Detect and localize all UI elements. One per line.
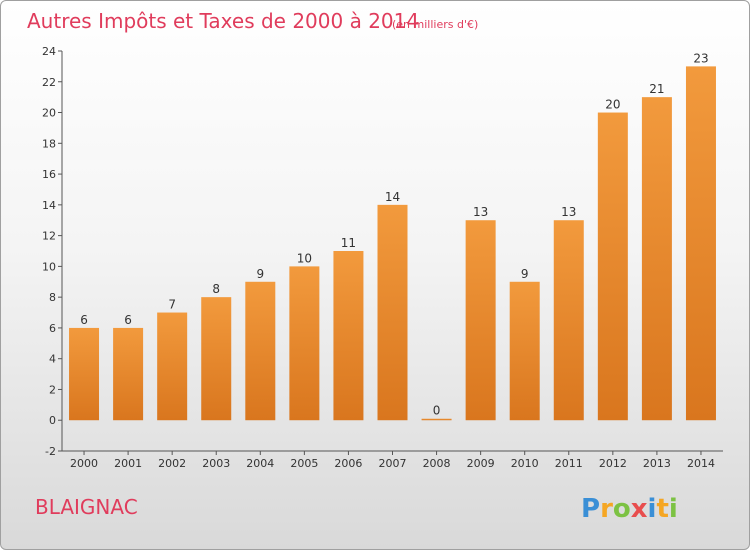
y-tick-label: 24 [42, 45, 56, 58]
x-tick-label-2014: 2014 [687, 457, 715, 470]
bar-2011 [553, 220, 584, 421]
x-tick-label-2013: 2013 [643, 457, 671, 470]
y-tick-label: 6 [49, 322, 56, 335]
y-tick-label: 16 [42, 168, 56, 181]
value-label-2010: 9 [521, 267, 529, 281]
bar-2009 [465, 220, 496, 421]
bar-2005 [289, 266, 320, 421]
commune-name: BLAIGNAC [35, 495, 138, 519]
y-tick-label: -2 [45, 445, 56, 458]
x-tick-label-2008: 2008 [423, 457, 451, 470]
x-tick-label-2012: 2012 [599, 457, 627, 470]
bar-2006 [333, 251, 364, 421]
logo-letter: x [631, 494, 648, 524]
chart-subtitle: (en milliers d'€) [392, 18, 478, 31]
logo-letter: o [613, 494, 631, 524]
y-tick-label: 12 [42, 230, 56, 243]
y-tick-label: 20 [42, 107, 56, 120]
value-label-2001: 6 [124, 313, 132, 327]
x-tick-label-2010: 2010 [511, 457, 539, 470]
value-label-2007: 14 [385, 190, 400, 204]
x-tick-label-2004: 2004 [246, 457, 274, 470]
x-tick-label-2001: 2001 [114, 457, 142, 470]
proxiti-logo: Proxiti [581, 494, 678, 524]
value-label-2013: 21 [649, 82, 664, 96]
logo-letter: P [581, 494, 600, 524]
value-label-2009: 13 [473, 205, 488, 219]
bar-2003 [201, 297, 232, 421]
value-label-2012: 20 [605, 98, 620, 112]
bar-2008 [421, 418, 452, 421]
y-tick-label: 22 [42, 76, 56, 89]
y-tick-label: 18 [42, 137, 56, 150]
bar-2001 [113, 327, 144, 421]
value-label-2000: 6 [80, 313, 88, 327]
bar-2013 [641, 97, 672, 421]
value-label-2004: 9 [256, 267, 264, 281]
chart-title: Autres Impôts et Taxes de 2000 à 2014 [27, 9, 419, 33]
chart-bars: 6 6 7 8 9 10 11 14 0 13 9 13 20 21 23 [69, 51, 716, 421]
x-tick-label-2003: 2003 [202, 457, 230, 470]
bar-2010 [509, 281, 540, 421]
value-label-2006: 11 [341, 236, 356, 250]
y-tick-label: 2 [49, 383, 56, 396]
value-label-2002: 7 [168, 298, 176, 312]
logo-letter: r [600, 494, 613, 524]
y-tick-label: 10 [42, 260, 56, 273]
y-tick-label: 8 [49, 291, 56, 304]
value-label-2003: 8 [212, 282, 220, 296]
value-label-2014: 23 [693, 51, 708, 65]
bar-2000 [69, 327, 100, 421]
logo-letter: i [669, 494, 678, 524]
y-tick-label: 0 [49, 414, 56, 427]
bar-2004 [245, 281, 276, 421]
y-tick-label: 14 [42, 199, 56, 212]
bar-2002 [157, 312, 188, 421]
x-tick-label-2002: 2002 [158, 457, 186, 470]
x-tick-label-2007: 2007 [379, 457, 407, 470]
bar-2012 [597, 112, 628, 421]
bar-2014 [685, 66, 716, 421]
x-tick-label-2000: 2000 [70, 457, 98, 470]
value-label-2011: 13 [561, 205, 576, 219]
value-label-2005: 10 [297, 251, 312, 265]
bar-2007 [377, 204, 408, 421]
value-label-2008: 0 [433, 404, 441, 418]
x-tick-label-2011: 2011 [555, 457, 583, 470]
x-tick-label-2009: 2009 [467, 457, 495, 470]
logo-letter: t [656, 494, 668, 524]
x-tick-label-2006: 2006 [334, 457, 362, 470]
logo-letter: i [648, 494, 657, 524]
x-tick-label-2005: 2005 [290, 457, 318, 470]
y-tick-label: 4 [49, 353, 56, 366]
